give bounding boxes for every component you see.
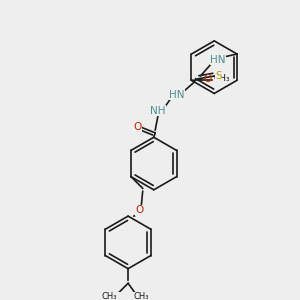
Text: HN: HN: [169, 90, 185, 100]
Text: NH: NH: [150, 106, 166, 116]
Text: O: O: [136, 205, 144, 215]
Text: O: O: [134, 122, 142, 132]
Text: S: S: [215, 71, 222, 81]
Text: CH₃: CH₃: [214, 74, 230, 83]
Text: CH₃: CH₃: [101, 292, 117, 300]
Text: O: O: [203, 74, 212, 84]
Text: HN: HN: [210, 55, 226, 65]
Text: CH₃: CH₃: [134, 292, 149, 300]
